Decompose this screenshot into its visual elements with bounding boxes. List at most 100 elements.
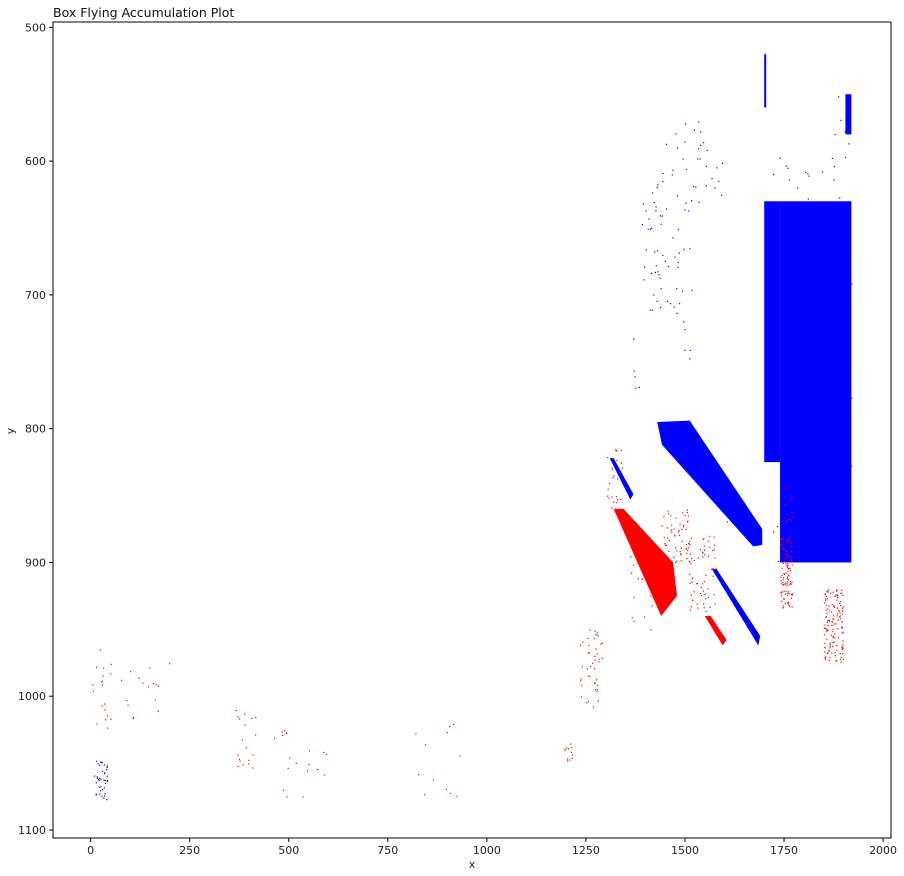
data-point bbox=[693, 129, 696, 131]
data-point bbox=[782, 562, 784, 565]
data-point bbox=[281, 731, 283, 733]
data-point bbox=[690, 563, 692, 565]
data-point bbox=[686, 168, 688, 171]
data-point bbox=[664, 545, 667, 547]
plot-frame bbox=[52, 21, 892, 839]
y-tick-label: 500 bbox=[25, 21, 46, 34]
data-point bbox=[127, 704, 129, 706]
data-point bbox=[840, 618, 842, 620]
data-point bbox=[773, 340, 775, 342]
data-point bbox=[833, 553, 835, 555]
data-point bbox=[831, 603, 833, 606]
data-point bbox=[677, 531, 680, 533]
data-point bbox=[833, 641, 835, 643]
data-point bbox=[675, 133, 677, 135]
data-point bbox=[689, 561, 691, 563]
data-point bbox=[417, 773, 420, 776]
data-point bbox=[660, 287, 662, 290]
data-point bbox=[788, 584, 790, 586]
data-point bbox=[704, 554, 706, 556]
data-point bbox=[681, 528, 683, 530]
data-point bbox=[696, 603, 698, 605]
data-point bbox=[285, 732, 288, 735]
data-point bbox=[842, 658, 845, 660]
data-point bbox=[702, 551, 704, 553]
data-point bbox=[683, 321, 685, 323]
data-point bbox=[826, 638, 828, 640]
data-point bbox=[787, 576, 789, 578]
data-point bbox=[780, 580, 782, 582]
data-point bbox=[827, 621, 829, 623]
data-point bbox=[445, 788, 448, 790]
data-point bbox=[154, 699, 156, 701]
data-point bbox=[789, 539, 791, 541]
data-point bbox=[652, 192, 654, 194]
data-point bbox=[676, 288, 678, 290]
data-point bbox=[827, 629, 829, 631]
data-point bbox=[642, 203, 645, 205]
data-point bbox=[98, 764, 101, 766]
data-point bbox=[703, 581, 706, 583]
data-point bbox=[829, 356, 832, 358]
data-point bbox=[255, 734, 257, 736]
data-point bbox=[680, 547, 682, 549]
data-point bbox=[835, 594, 837, 596]
data-point bbox=[836, 456, 838, 458]
x-tick-label: 1250 bbox=[572, 844, 600, 857]
data-point bbox=[837, 628, 839, 630]
data-point bbox=[782, 538, 784, 541]
data-point bbox=[100, 778, 102, 780]
dense-point-cluster bbox=[657, 420, 763, 547]
data-point bbox=[104, 709, 106, 711]
data-point bbox=[633, 564, 635, 566]
data-point bbox=[317, 768, 319, 771]
data-point bbox=[571, 757, 573, 759]
data-point bbox=[826, 590, 828, 592]
data-point bbox=[596, 684, 599, 686]
data-point bbox=[102, 675, 104, 677]
data-point bbox=[831, 645, 834, 647]
data-point bbox=[286, 796, 288, 798]
data-point bbox=[774, 423, 777, 425]
data-point bbox=[678, 529, 680, 532]
data-point bbox=[681, 512, 684, 514]
data-point bbox=[667, 510, 669, 512]
data-point bbox=[791, 581, 793, 583]
data-point bbox=[92, 684, 94, 686]
data-point bbox=[700, 594, 703, 597]
data-point bbox=[831, 652, 833, 654]
data-point bbox=[820, 220, 822, 222]
data-point bbox=[655, 265, 657, 267]
data-point bbox=[835, 659, 837, 662]
data-point bbox=[823, 602, 826, 604]
data-point bbox=[101, 684, 104, 686]
data-point bbox=[617, 499, 619, 501]
dense-point-cluster bbox=[845, 94, 852, 135]
data-point bbox=[841, 607, 844, 609]
data-point bbox=[712, 568, 714, 570]
data-point bbox=[152, 683, 154, 685]
data-point bbox=[684, 209, 686, 211]
data-point bbox=[596, 689, 598, 691]
data-point bbox=[570, 751, 572, 753]
data-point bbox=[646, 544, 648, 546]
data-point bbox=[668, 265, 670, 268]
data-point bbox=[695, 186, 697, 188]
data-point bbox=[688, 542, 690, 545]
data-point bbox=[683, 248, 685, 251]
data-point bbox=[281, 734, 284, 737]
data-point bbox=[567, 760, 569, 762]
data-point bbox=[828, 659, 830, 661]
data-point bbox=[103, 787, 105, 789]
data-point bbox=[684, 328, 686, 331]
data-point bbox=[791, 512, 793, 514]
data-point bbox=[697, 583, 699, 585]
data-point bbox=[99, 649, 101, 651]
data-point bbox=[781, 538, 783, 540]
data-point bbox=[273, 737, 276, 739]
data-point bbox=[130, 671, 132, 673]
data-point bbox=[839, 612, 841, 614]
data-point bbox=[770, 264, 772, 266]
data-point bbox=[647, 228, 649, 230]
data-point bbox=[661, 525, 663, 527]
